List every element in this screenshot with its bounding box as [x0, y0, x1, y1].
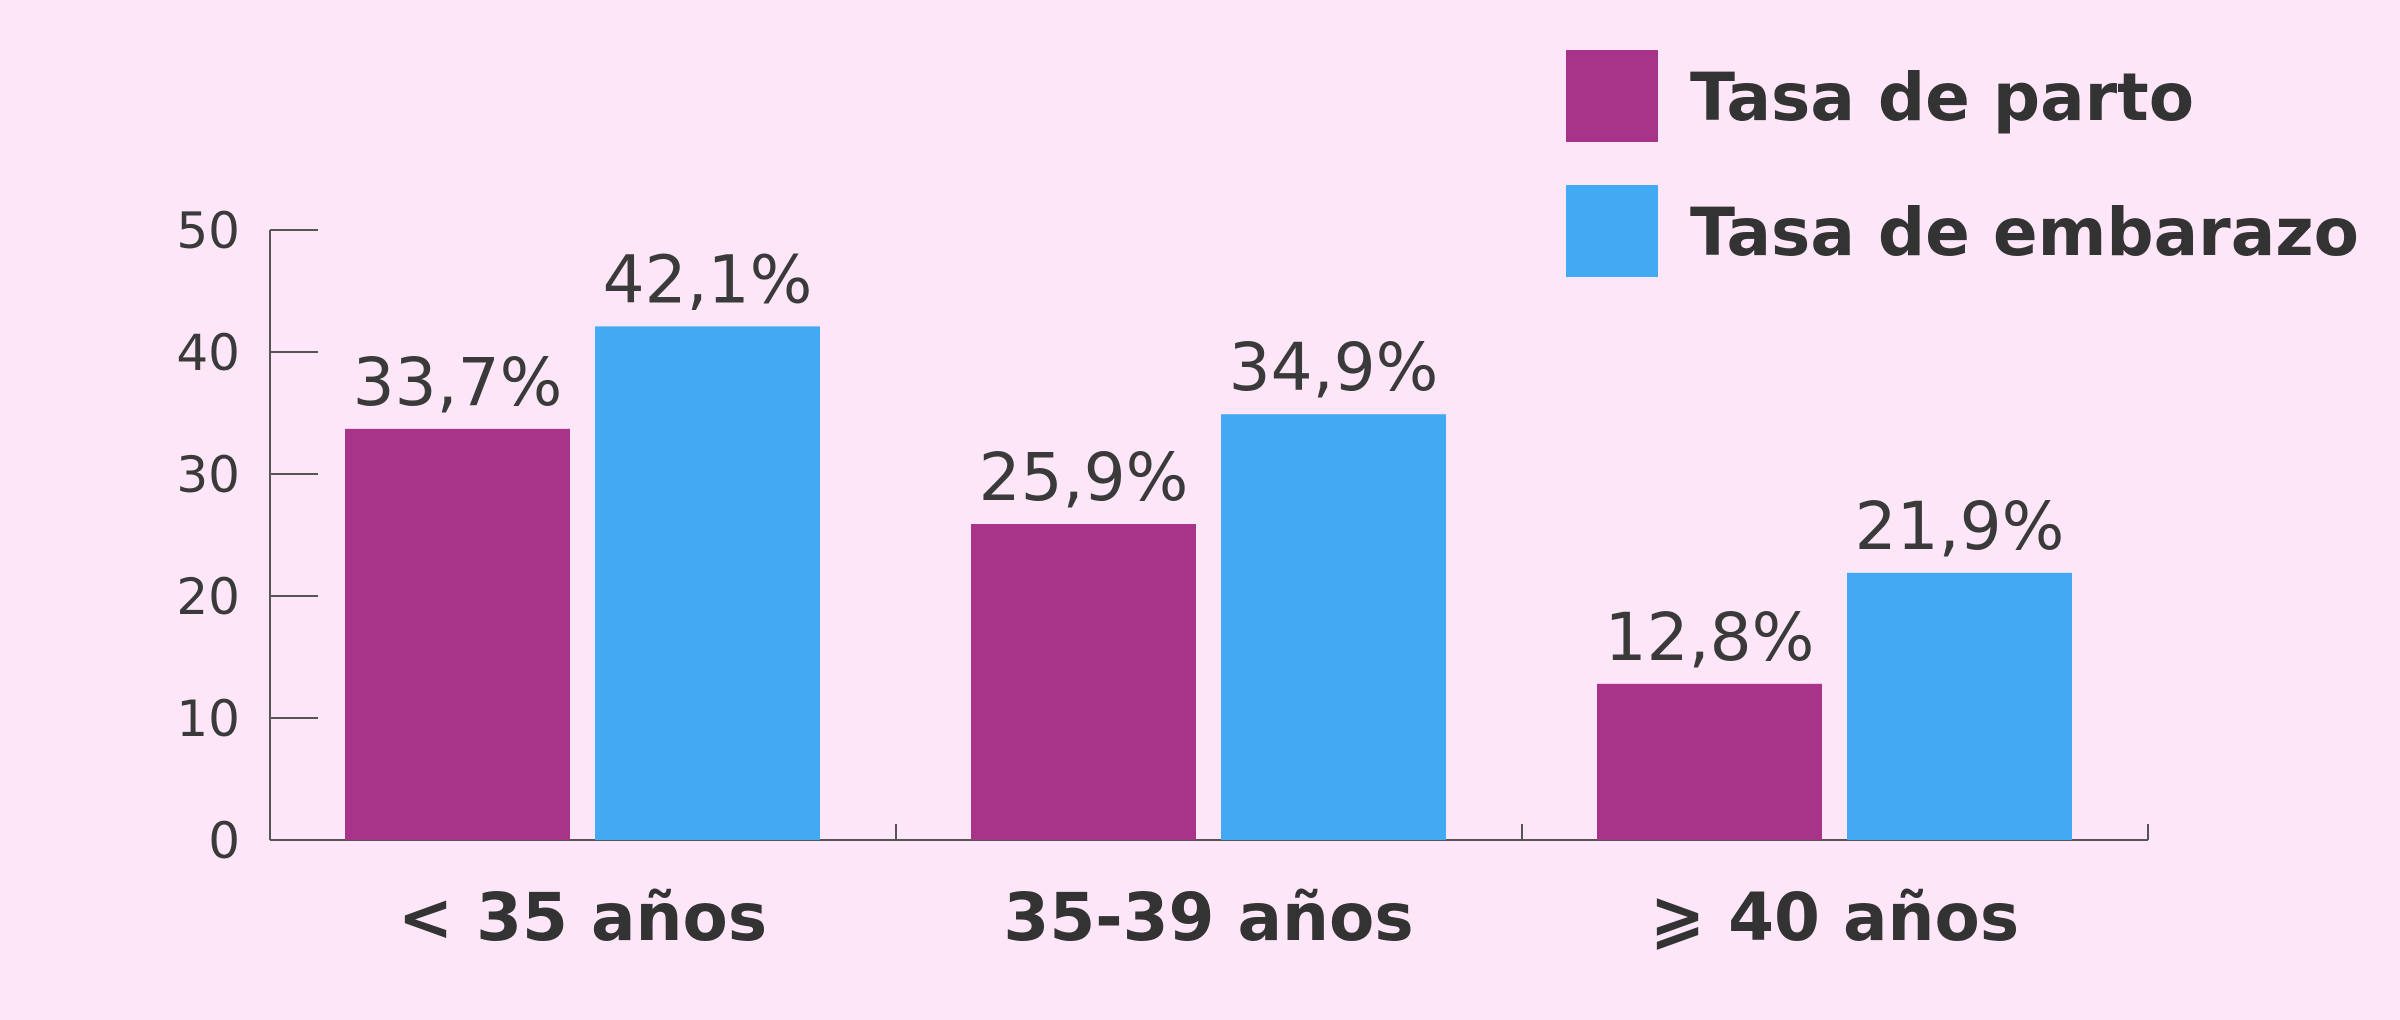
bar — [595, 326, 820, 840]
data-label: 33,7% — [353, 344, 563, 421]
axes: 0 10 20 30 40 50 — [176, 202, 2149, 870]
y-tick-label: 10 — [176, 690, 240, 748]
bars — [345, 326, 2072, 840]
bar — [971, 524, 1196, 840]
x-category-label: 35-39 años — [1003, 879, 1413, 956]
legend-label: Tasa de parto — [1690, 59, 2194, 136]
bar — [1221, 414, 1446, 840]
y-tick-label: 0 — [208, 812, 240, 870]
labels: 33,7% 42,1% < 35 años 25,9% 34,9% 35-39 años 1… — [353, 241, 2065, 956]
data-label: 42,1% — [603, 241, 813, 318]
legend-swatch — [1566, 50, 1658, 142]
data-label: 34,9% — [1229, 329, 1439, 406]
y-tick-label: 20 — [176, 568, 240, 626]
bar — [1847, 572, 2072, 840]
legend-swatch — [1566, 185, 1658, 277]
bar — [345, 428, 570, 840]
y-tick-label: 50 — [176, 202, 240, 260]
y-tick-label: 40 — [176, 324, 240, 382]
bar — [1597, 683, 1822, 840]
data-label: 12,8% — [1605, 599, 1815, 676]
legend-label: Tasa de embarazo — [1690, 194, 2359, 271]
y-tick-label: 30 — [176, 446, 240, 504]
data-label: 25,9% — [979, 439, 1189, 516]
legend: Tasa de parto Tasa de embarazo — [1566, 50, 2359, 277]
x-category-label: ⩾ 40 años — [1650, 879, 2019, 956]
data-label: 21,9% — [1855, 488, 2065, 565]
x-category-label: < 35 años — [398, 879, 767, 956]
